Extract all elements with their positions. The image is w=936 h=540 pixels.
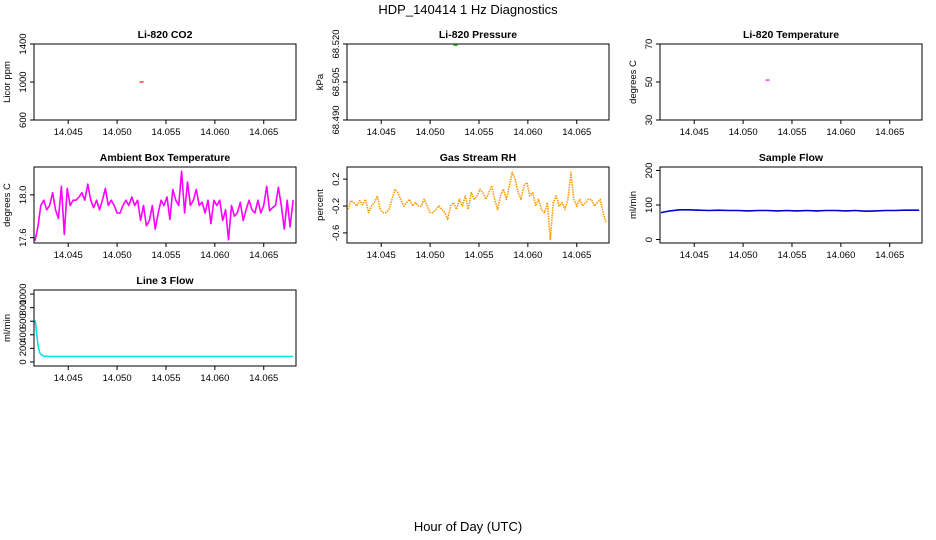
plot-frame bbox=[346, 43, 610, 121]
y-tick-label: 400 bbox=[18, 327, 29, 343]
x-tick-label: 14.060 bbox=[826, 127, 855, 138]
y-tick-label: 30 bbox=[644, 115, 655, 126]
x-tick-label: 14.050 bbox=[729, 127, 758, 138]
x-tick-label: 14.050 bbox=[103, 127, 132, 138]
x-tick-label: 14.060 bbox=[513, 127, 542, 138]
panel-title: Sample Flow bbox=[759, 152, 824, 164]
x-tick-label: 14.045 bbox=[54, 127, 83, 138]
y-tick-label: 17.6 bbox=[18, 228, 29, 247]
x-tick-label: 14.055 bbox=[777, 250, 806, 261]
y-axis-label: kPa bbox=[315, 73, 326, 90]
panel-title: Li-820 Pressure bbox=[439, 29, 517, 41]
y-tick-label: 68.520 bbox=[331, 29, 342, 58]
x-axis-label: Hour of Day (UTC) bbox=[414, 519, 522, 534]
y-tick-label: 200 bbox=[18, 340, 29, 356]
panel-line-3-flow: Line 3 Flow 14.045 14.050 14.055 14.060 14.06… bbox=[2, 275, 297, 384]
panel-sample-flow: Sample Flow 14.045 14.050 14.055 14.060 14.06… bbox=[628, 152, 923, 261]
x-tick-label: 14.045 bbox=[367, 250, 396, 261]
y-tick-label: 800 bbox=[18, 300, 29, 316]
panel-title: Ambient Box Temperature bbox=[100, 152, 231, 164]
panel-title: Line 3 Flow bbox=[136, 275, 194, 287]
panels: Li-820 CO2 14.045 14.050 14.055 14.060 14.065… bbox=[2, 29, 923, 384]
y-tick-label: 100 bbox=[644, 197, 655, 213]
plot-frame bbox=[659, 166, 923, 244]
x-tick-label: 14.060 bbox=[200, 373, 229, 384]
x-tick-label: 14.060 bbox=[200, 127, 229, 138]
x-tick-label: 14.055 bbox=[151, 250, 180, 261]
y-tick-label: -0.6 bbox=[331, 225, 342, 241]
y-tick-label: 1000 bbox=[18, 71, 29, 92]
x-tick-label: 14.045 bbox=[680, 127, 709, 138]
x-tick-label: 14.065 bbox=[875, 127, 904, 138]
y-tick-label: 600 bbox=[18, 313, 29, 329]
plot-frame bbox=[659, 43, 923, 121]
y-axis-label: ml/min bbox=[2, 314, 13, 342]
series-line bbox=[34, 170, 294, 242]
x-tick-label: 14.045 bbox=[680, 250, 709, 261]
panel-li-820-temperature: Li-820 Temperature 14.045 14.050 14.055 14.0… bbox=[628, 29, 923, 138]
y-tick-label: 600 bbox=[18, 112, 29, 128]
series-line bbox=[34, 319, 294, 358]
x-tick-label: 14.045 bbox=[54, 373, 83, 384]
panel-li-820-pressure: Li-820 Pressure 14.045 14.050 14.055 14.060 1… bbox=[315, 29, 610, 138]
panel-ambient-box-temperature: Ambient Box Temperature 14.045 14.050 14.05… bbox=[2, 152, 297, 261]
panel-gas-stream-rh: Gas Stream RH 14.045 14.050 14.055 14.060 14.… bbox=[315, 152, 610, 261]
x-tick-label: 14.065 bbox=[249, 127, 278, 138]
y-axis-label: ml/min bbox=[628, 191, 639, 219]
x-tick-label: 14.050 bbox=[729, 250, 758, 261]
y-tick-label: 0.2 bbox=[331, 172, 342, 185]
plot-frame bbox=[33, 43, 297, 121]
y-axis-label: degrees C bbox=[628, 60, 639, 104]
panel-title: Li-820 CO2 bbox=[138, 29, 193, 41]
series-line bbox=[660, 209, 920, 214]
y-tick-label: 18.0 bbox=[18, 186, 29, 205]
x-tick-label: 14.060 bbox=[826, 250, 855, 261]
y-tick-label: 70 bbox=[644, 39, 655, 50]
figure-title: HDP_140414 1 Hz Diagnostics bbox=[378, 2, 558, 17]
x-tick-label: 14.055 bbox=[464, 127, 493, 138]
y-tick-label: 0 bbox=[18, 359, 29, 364]
x-tick-label: 14.050 bbox=[416, 250, 445, 261]
y-tick-label: 1000 bbox=[18, 284, 29, 305]
y-axis-label: degrees C bbox=[2, 183, 13, 227]
x-tick-label: 14.050 bbox=[103, 250, 132, 261]
y-tick-label: 68.490 bbox=[331, 105, 342, 134]
x-tick-label: 14.055 bbox=[777, 127, 806, 138]
y-tick-label: -0.2 bbox=[331, 198, 342, 214]
y-tick-label: 68.505 bbox=[331, 67, 342, 96]
y-tick-label: 50 bbox=[644, 77, 655, 88]
x-tick-label: 14.050 bbox=[416, 127, 445, 138]
x-tick-label: 14.055 bbox=[151, 373, 180, 384]
plot-frame bbox=[33, 166, 297, 244]
x-tick-label: 14.065 bbox=[562, 127, 591, 138]
x-tick-label: 14.050 bbox=[103, 373, 132, 384]
x-tick-label: 14.045 bbox=[54, 250, 83, 261]
y-tick-label: 200 bbox=[644, 163, 655, 179]
x-tick-label: 14.060 bbox=[200, 250, 229, 261]
panel-title: Li-820 Temperature bbox=[743, 29, 839, 41]
y-tick-label: 0 bbox=[644, 237, 655, 242]
x-tick-label: 14.045 bbox=[367, 127, 396, 138]
x-tick-label: 14.055 bbox=[151, 127, 180, 138]
x-tick-label: 14.055 bbox=[464, 250, 493, 261]
x-tick-label: 14.065 bbox=[249, 373, 278, 384]
plot-frame bbox=[346, 166, 610, 244]
plot-frame bbox=[33, 289, 297, 367]
y-axis-label: percent bbox=[315, 189, 326, 221]
x-tick-label: 14.065 bbox=[875, 250, 904, 261]
panel-li-820-co2: Li-820 CO2 14.045 14.050 14.055 14.060 14.065… bbox=[2, 29, 297, 138]
series-line bbox=[347, 171, 607, 241]
y-tick-label: 1400 bbox=[18, 33, 29, 54]
y-axis-label: Licor ppm bbox=[2, 61, 13, 103]
x-tick-label: 14.060 bbox=[513, 250, 542, 261]
x-tick-label: 14.065 bbox=[249, 250, 278, 261]
x-tick-label: 14.065 bbox=[562, 250, 591, 261]
panel-title: Gas Stream RH bbox=[440, 152, 516, 164]
